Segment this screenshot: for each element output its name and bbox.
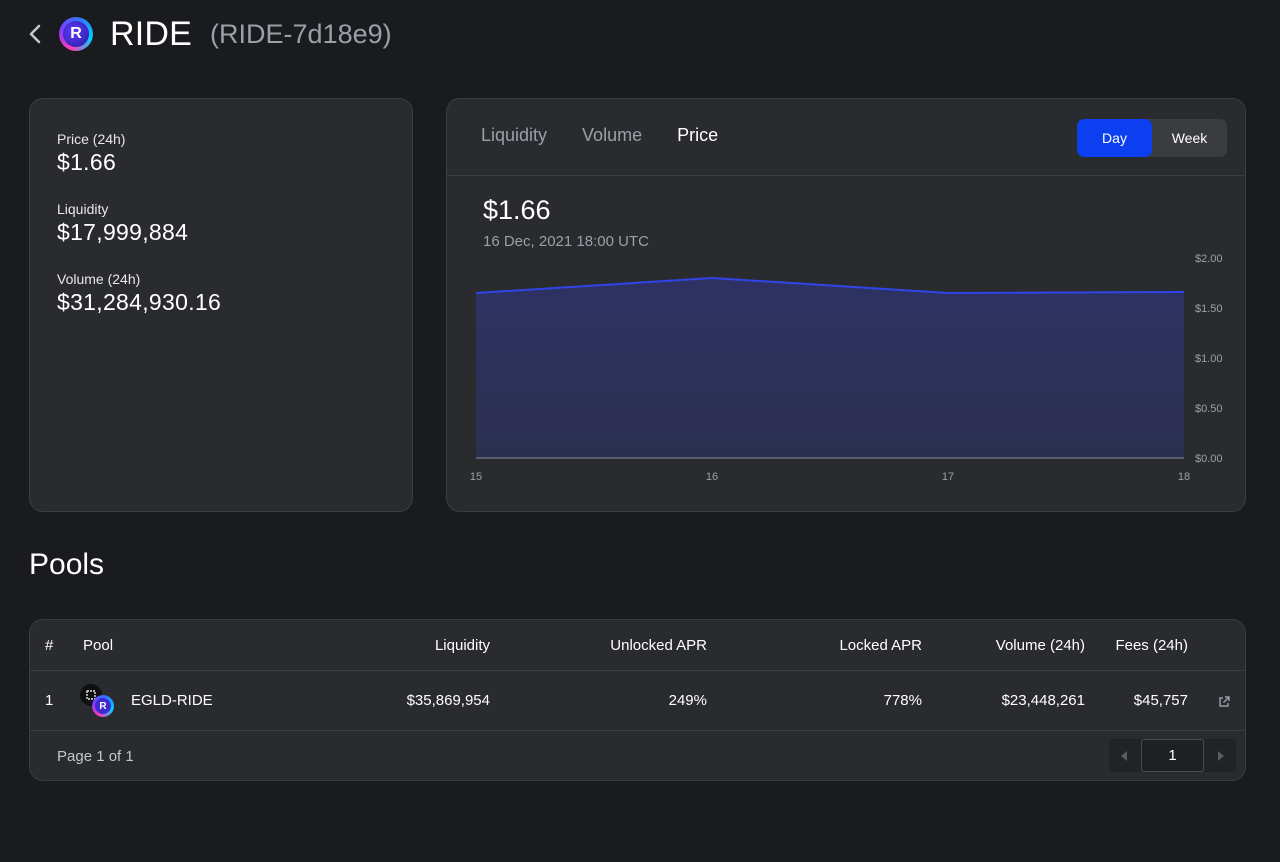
pool-locked-apr: 778% — [883, 692, 922, 709]
caret-left-icon — [1121, 750, 1127, 761]
pools-heading: Pools — [29, 548, 105, 581]
page-number-input[interactable] — [1141, 739, 1204, 772]
page-title: RIDE — [110, 14, 193, 53]
token-logo: R — [59, 17, 93, 51]
pool-rank: 1 — [45, 692, 54, 709]
token-logo-letter: R — [63, 21, 89, 47]
x-tick-label: 15 — [470, 471, 482, 483]
liquidity-value: $17,999,884 — [57, 219, 189, 245]
chart-current-date: 16 Dec, 2021 18:00 UTC — [483, 233, 649, 250]
volume-label: Volume (24h) — [57, 271, 141, 287]
price-value: $1.66 — [57, 149, 117, 175]
external-link-icon[interactable] — [1217, 695, 1231, 709]
pools-table: # Pool Liquidity Unlocked APR Locked APR… — [29, 619, 1246, 781]
price-label: Price (24h) — [57, 131, 126, 147]
pagination — [1109, 739, 1236, 772]
column-header-volume: Volume (24h) — [995, 637, 1085, 654]
tab-liquidity[interactable]: Liquidity — [481, 125, 548, 145]
column-header-locked-apr: Locked APR — [839, 637, 922, 654]
pool-name[interactable]: EGLD-RIDE — [131, 692, 213, 709]
back-button[interactable] — [28, 14, 44, 54]
chart-tabs: Liquidity Volume Price — [481, 125, 753, 146]
previous-page-button[interactable] — [1109, 739, 1141, 772]
table-footer: Page 1 of 1 — [30, 731, 1245, 782]
page-info: Page 1 of 1 — [57, 748, 134, 765]
x-tick-label: 17 — [942, 471, 954, 483]
page-header: R RIDE (RIDE-7d18e9) — [28, 14, 392, 54]
pool-liquidity: $35,869,954 — [406, 692, 490, 709]
liquidity-stat: Liquidity $17,999,884 — [57, 201, 188, 246]
pool-unlocked-apr: 249% — [668, 692, 707, 709]
price-area — [476, 278, 1184, 458]
chart-current-value: $1.66 — [483, 195, 551, 225]
x-tick-label: 18 — [1178, 471, 1190, 483]
table-header: # Pool Liquidity Unlocked APR Locked APR… — [30, 620, 1245, 671]
pool-volume: $23,448,261 — [1001, 692, 1085, 709]
y-tick-label: $0.00 — [1195, 453, 1223, 465]
caret-right-icon — [1218, 750, 1224, 761]
ride-icon-letter: R — [95, 698, 111, 714]
y-tick-label: $1.00 — [1195, 353, 1223, 365]
price-stat: Price (24h) $1.66 — [57, 131, 125, 176]
day-button[interactable]: Day — [1077, 119, 1152, 157]
pool-fees: $45,757 — [1133, 692, 1188, 709]
column-header-unlocked-apr: Unlocked APR — [610, 637, 707, 654]
egld-glyph-icon — [86, 690, 96, 700]
chart-card: Liquidity Volume Price Day Week $1.66 16… — [446, 98, 1246, 512]
tab-price[interactable]: Price — [677, 125, 719, 145]
period-toggle: Day Week — [1077, 119, 1227, 157]
token-stats-card: Price (24h) $1.66 Liquidity $17,999,884 … — [29, 98, 413, 512]
pool-token-icons: R — [79, 683, 117, 719]
column-header-fees: Fees (24h) — [1115, 637, 1188, 654]
liquidity-label: Liquidity — [57, 201, 109, 217]
ride-icon: R — [92, 695, 114, 717]
chart-divider — [447, 175, 1245, 176]
chevron-left-icon — [29, 24, 41, 44]
column-header-rank: # — [45, 637, 54, 654]
column-header-pool: Pool — [83, 637, 114, 654]
tab-volume[interactable]: Volume — [582, 125, 643, 145]
y-tick-label: $0.50 — [1195, 403, 1223, 415]
volume-value: $31,284,930.16 — [57, 289, 222, 315]
week-button[interactable]: Week — [1171, 130, 1208, 146]
column-header-liquidity: Liquidity — [434, 637, 490, 654]
price-line — [475, 276, 1185, 295]
volume-stat: Volume (24h) $31,284,930.16 — [57, 271, 221, 316]
table-row[interactable]: 1 R EGLD-RIDE $35,869,954 249% 778% $23,… — [30, 671, 1245, 731]
price-chart: 15 16 17 18 $0.00 $0.50 $1.00 $1.50 $2.00 — [470, 253, 1223, 483]
token-identifier: (RIDE-7d18e9) — [210, 18, 392, 49]
y-tick-label: $2.00 — [1195, 253, 1223, 265]
y-tick-label: $1.50 — [1195, 303, 1223, 315]
next-page-button[interactable] — [1204, 739, 1236, 772]
x-tick-label: 16 — [706, 471, 718, 483]
